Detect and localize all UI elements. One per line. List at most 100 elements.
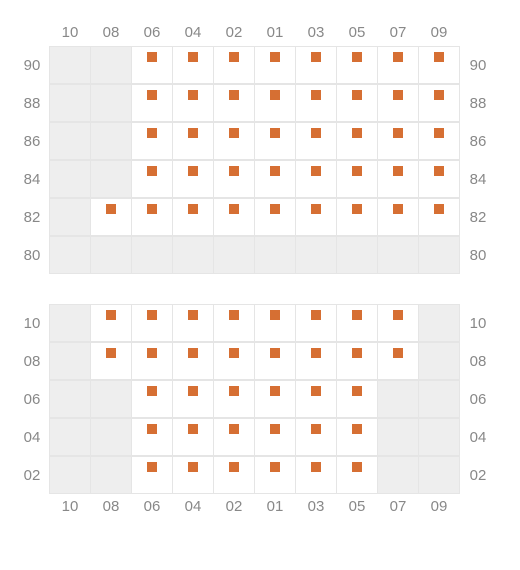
seat-marker-icon — [352, 52, 362, 62]
seat-cell[interactable] — [90, 304, 132, 342]
seat-cell[interactable] — [336, 418, 378, 456]
seat-cell[interactable] — [254, 304, 296, 342]
row-label-left: 90 — [14, 46, 50, 84]
seat-cell[interactable] — [131, 380, 173, 418]
seat-cell[interactable] — [172, 342, 214, 380]
seat-cell[interactable] — [295, 304, 337, 342]
seat-cell[interactable] — [336, 84, 378, 122]
seat-cell[interactable] — [172, 160, 214, 198]
seat-cell[interactable] — [295, 122, 337, 160]
seat-cell[interactable] — [254, 46, 296, 84]
seat-cell[interactable] — [336, 342, 378, 380]
seat-cell[interactable] — [418, 160, 460, 198]
seat-marker-icon — [270, 348, 280, 358]
seat-cell[interactable] — [90, 198, 132, 236]
row-label-left: 82 — [14, 198, 50, 236]
seat-marker-icon — [229, 166, 239, 176]
seat-cell[interactable] — [213, 160, 255, 198]
seat-marker-icon — [393, 90, 403, 100]
seat-cell[interactable] — [377, 304, 419, 342]
empty-cell — [49, 46, 91, 84]
seat-marker-icon — [352, 310, 362, 320]
seat-cell[interactable] — [131, 84, 173, 122]
seat-cell[interactable] — [213, 122, 255, 160]
seat-cell[interactable] — [131, 456, 173, 494]
seat-cell[interactable] — [90, 342, 132, 380]
seat-cell[interactable] — [254, 160, 296, 198]
seat-cell[interactable] — [295, 84, 337, 122]
empty-cell — [131, 236, 173, 274]
column-footer-row: 10080604020103050709 — [14, 494, 506, 520]
seat-cell[interactable] — [172, 418, 214, 456]
seat-cell[interactable] — [213, 198, 255, 236]
column-label: 01 — [254, 20, 296, 46]
spacer — [14, 20, 50, 46]
seat-cell[interactable] — [418, 46, 460, 84]
seat-cell[interactable] — [295, 418, 337, 456]
seat-cell[interactable] — [336, 304, 378, 342]
seat-cell[interactable] — [172, 46, 214, 84]
seat-row: 8080 — [14, 236, 506, 274]
seat-cell[interactable] — [377, 160, 419, 198]
seat-cell[interactable] — [254, 198, 296, 236]
seat-cell[interactable] — [254, 84, 296, 122]
seat-cell[interactable] — [213, 418, 255, 456]
seat-marker-icon — [434, 128, 444, 138]
seat-cell[interactable] — [213, 46, 255, 84]
seat-cell[interactable] — [418, 198, 460, 236]
seat-cell[interactable] — [172, 198, 214, 236]
seat-cell[interactable] — [254, 380, 296, 418]
seat-cell[interactable] — [131, 418, 173, 456]
seat-cell[interactable] — [377, 198, 419, 236]
seat-cell[interactable] — [254, 418, 296, 456]
seat-cell[interactable] — [172, 84, 214, 122]
seat-cell[interactable] — [131, 46, 173, 84]
seat-cell[interactable] — [336, 380, 378, 418]
seat-cell[interactable] — [377, 84, 419, 122]
seat-cell[interactable] — [254, 456, 296, 494]
seat-cell[interactable] — [336, 198, 378, 236]
seat-cell[interactable] — [418, 122, 460, 160]
seat-cell[interactable] — [336, 46, 378, 84]
seat-cell[interactable] — [131, 122, 173, 160]
seat-cell[interactable] — [336, 160, 378, 198]
seat-cell[interactable] — [131, 342, 173, 380]
seat-marker-icon — [352, 204, 362, 214]
seat-cell[interactable] — [213, 380, 255, 418]
seat-cell[interactable] — [295, 456, 337, 494]
seat-cell[interactable] — [295, 198, 337, 236]
seat-marker-icon — [352, 128, 362, 138]
seat-cell[interactable] — [377, 46, 419, 84]
empty-cell — [377, 456, 419, 494]
seat-cell[interactable] — [131, 304, 173, 342]
seat-cell[interactable] — [336, 122, 378, 160]
seat-cell[interactable] — [213, 456, 255, 494]
seat-cell[interactable] — [131, 198, 173, 236]
seat-cell[interactable] — [377, 342, 419, 380]
seat-cell[interactable] — [172, 456, 214, 494]
row-label-right: 80 — [460, 236, 496, 274]
row-label-right: 82 — [460, 198, 496, 236]
seat-cell[interactable] — [254, 342, 296, 380]
seat-cell[interactable] — [172, 380, 214, 418]
seat-cell[interactable] — [213, 304, 255, 342]
seat-cell[interactable] — [131, 160, 173, 198]
seat-cell[interactable] — [213, 342, 255, 380]
column-label: 09 — [418, 20, 460, 46]
seat-row: 86 86 — [14, 122, 506, 160]
row-label-left: 86 — [14, 122, 50, 160]
seat-cell[interactable] — [172, 122, 214, 160]
row-label-left: 06 — [14, 380, 50, 418]
seat-cell[interactable] — [172, 304, 214, 342]
seat-cell[interactable] — [254, 122, 296, 160]
row-label-right: 86 — [460, 122, 496, 160]
seat-cell[interactable] — [295, 380, 337, 418]
seat-cell[interactable] — [295, 46, 337, 84]
seat-cell[interactable] — [336, 456, 378, 494]
seat-cell[interactable] — [295, 160, 337, 198]
seat-cell[interactable] — [295, 342, 337, 380]
seat-cell[interactable] — [213, 84, 255, 122]
seat-cell[interactable] — [377, 122, 419, 160]
seat-cell[interactable] — [418, 84, 460, 122]
seat-marker-icon — [188, 166, 198, 176]
